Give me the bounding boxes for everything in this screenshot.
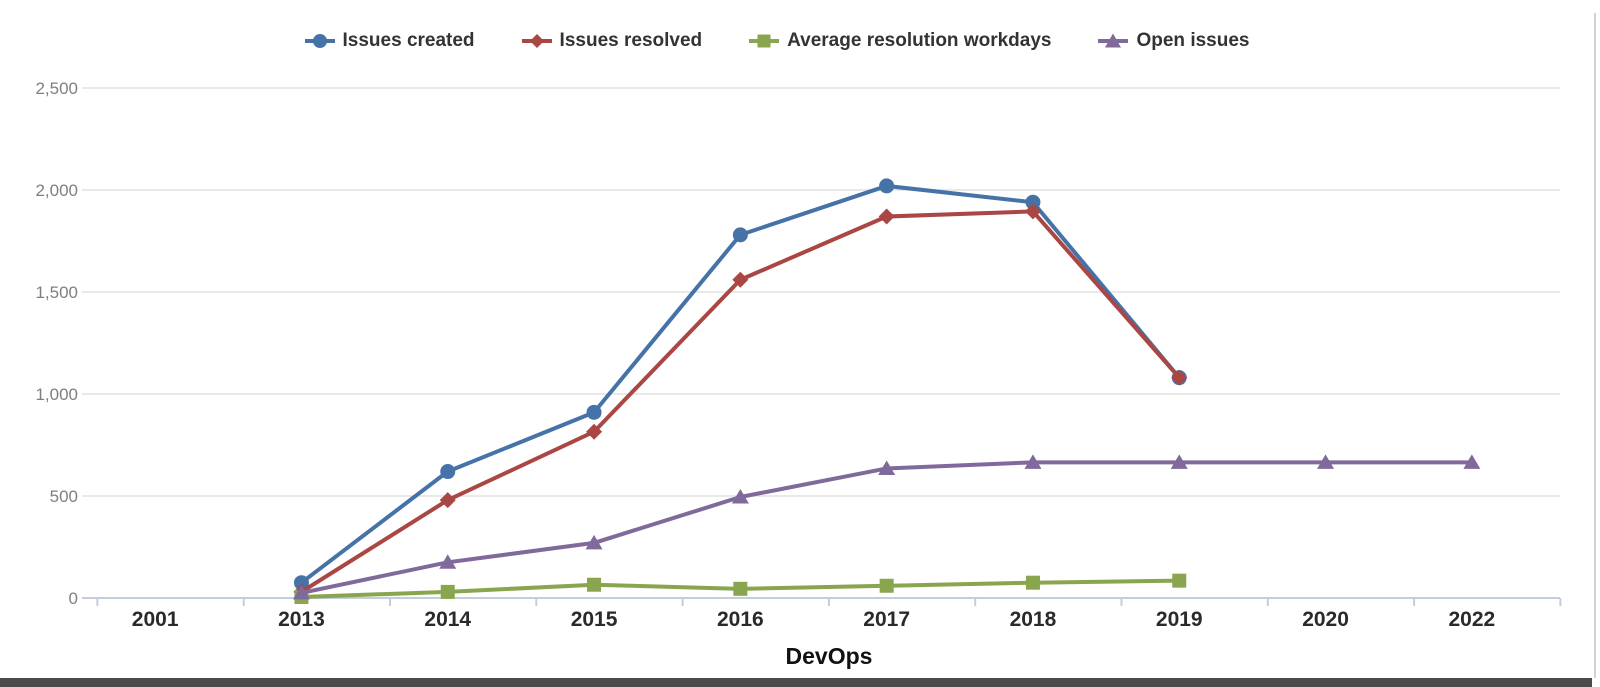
data-point-average-resolution-workdays <box>587 577 602 592</box>
data-point-issues-resolved <box>586 423 603 440</box>
data-point-open-issues <box>1170 454 1188 469</box>
legend-item-issues-resolved[interactable]: Issues resolved <box>521 30 703 52</box>
data-point-issues-created <box>1025 194 1041 210</box>
data-point-average-resolution-workdays <box>1025 575 1040 590</box>
legend-label-issues-created: Issues created <box>342 30 475 51</box>
data-point-issues-resolved <box>878 208 895 225</box>
data-point-issues-resolved <box>1024 203 1041 220</box>
series-line-open-issues <box>299 460 1474 595</box>
x-axis-tick-label: 2015 <box>571 608 618 631</box>
data-point-issues-created <box>879 178 895 194</box>
y-axis-tick-label: 0 <box>69 589 78 608</box>
data-point-open-issues <box>1463 454 1481 469</box>
data-point-open-issues <box>585 534 603 550</box>
legend-item-open-issues[interactable]: Open issues <box>1097 30 1249 52</box>
x-axis-tick-label: 2001 <box>132 608 179 631</box>
series-line-issues-resolved <box>299 209 1182 594</box>
circle-marker-icon <box>304 34 335 48</box>
x-axis-tick-label: 2022 <box>1448 608 1495 631</box>
legend-label-open-issues: Open issues <box>1136 30 1250 51</box>
y-axis-tick-label: 2,000 <box>35 181 78 200</box>
data-point-average-resolution-workdays <box>879 578 894 593</box>
data-point-open-issues <box>878 460 896 475</box>
x-axis-tick-label: 2014 <box>424 608 471 631</box>
chart-legend: Issues created Issues resolved Average res… <box>0 26 1553 56</box>
scrollbar-track-edge[interactable] <box>1594 13 1596 678</box>
data-point-average-resolution-workdays <box>733 581 748 596</box>
data-point-average-resolution-workdays <box>440 584 455 599</box>
window-bottom-border <box>0 678 1592 687</box>
data-point-issues-created <box>293 575 309 591</box>
data-point-average-resolution-workdays <box>1172 573 1187 588</box>
square-marker-icon <box>749 34 780 48</box>
legend-label-issues-resolved: Issues resolved <box>559 30 703 51</box>
data-point-issues-created <box>440 464 456 480</box>
data-point-issues-resolved <box>439 492 456 509</box>
y-axis-tick-label: 2,500 <box>35 79 78 98</box>
x-axis-tick-label: 2013 <box>278 608 325 631</box>
data-point-issues-resolved <box>732 271 749 288</box>
data-point-issues-created <box>586 404 602 420</box>
data-point-open-issues <box>731 489 749 504</box>
x-axis-title: DevOps <box>786 643 873 669</box>
x-axis-tick-label: 2019 <box>1156 608 1203 631</box>
data-point-open-issues <box>1317 454 1335 469</box>
data-point-issues-created <box>732 227 748 243</box>
data-point-issues-resolved <box>1171 369 1188 386</box>
legend-item-average-resolution-workdays[interactable]: Average resolution workdays <box>748 30 1051 52</box>
diamond-marker-icon <box>521 34 552 48</box>
triangle-marker-icon <box>1098 33 1129 48</box>
x-axis-tick-label: 2020 <box>1302 608 1349 631</box>
y-axis-tick-label: 1,000 <box>35 385 78 404</box>
legend-item-issues-created[interactable]: Issues created <box>304 30 475 52</box>
legend-label-average-resolution-workdays: Average resolution workdays <box>787 30 1052 51</box>
data-point-open-issues <box>292 584 310 600</box>
data-point-open-issues <box>1024 454 1042 469</box>
x-axis-tick-label: 2017 <box>863 608 910 631</box>
x-axis-tick-label: 2018 <box>1010 608 1057 631</box>
data-point-open-issues <box>439 554 457 569</box>
y-axis-tick-label: 1,500 <box>35 283 78 302</box>
x-axis-tick-label: 2016 <box>717 608 764 631</box>
series-line-issues-created <box>299 183 1182 585</box>
y-axis-tick-label: 500 <box>50 487 78 506</box>
